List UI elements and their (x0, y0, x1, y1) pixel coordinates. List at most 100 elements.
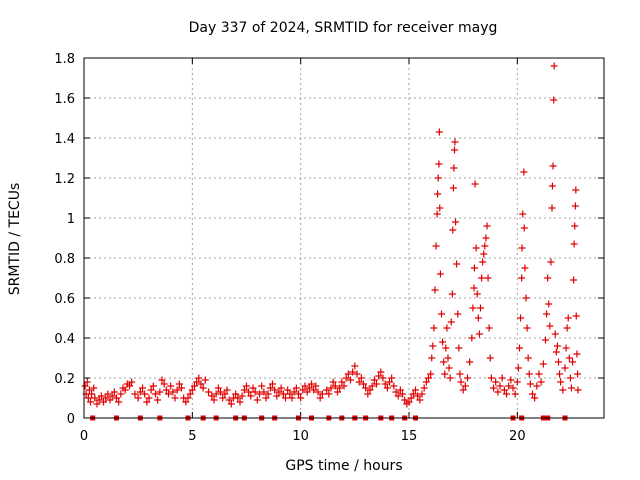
data-point (509, 384, 517, 392)
data-point (351, 362, 359, 370)
data-point (303, 388, 311, 396)
data-point (87, 398, 94, 406)
y-tick-label: 1 (67, 212, 75, 227)
data-point (439, 338, 447, 346)
data-point (555, 358, 562, 366)
data-point (449, 184, 457, 192)
data-point (513, 378, 521, 386)
data-point (456, 370, 464, 378)
data-point (524, 354, 532, 362)
data-point (251, 388, 259, 396)
data-point (91, 394, 99, 402)
data-point (503, 390, 510, 398)
data-point (247, 392, 255, 400)
data-point (182, 398, 190, 406)
data-point (284, 386, 292, 394)
x-tick-label: 5 (188, 429, 196, 444)
plot-frame (83, 57, 605, 419)
data-point (516, 344, 523, 352)
data-point (100, 398, 107, 406)
data-point (544, 274, 552, 282)
data-point (357, 374, 365, 382)
data-point (394, 392, 402, 400)
data-point (325, 390, 333, 398)
data-point (169, 388, 177, 396)
data-point (564, 314, 572, 322)
data-point (573, 350, 581, 358)
data-point (210, 396, 218, 404)
data-point (537, 378, 545, 386)
data-point (292, 384, 300, 392)
data-point (507, 376, 515, 384)
data-point (445, 364, 453, 372)
data-point (175, 380, 183, 388)
data-point (551, 330, 559, 338)
data-point (131, 390, 139, 398)
y-axis-label: SRMTID / TECUs (7, 183, 23, 296)
data-point (546, 322, 554, 330)
data-point (483, 222, 491, 230)
data-point (178, 384, 185, 392)
data-point (149, 382, 157, 390)
data-point (444, 354, 452, 362)
data-point (245, 388, 253, 396)
data-point (473, 290, 481, 298)
data-point (379, 374, 387, 382)
data-point (154, 396, 162, 404)
data-point (518, 244, 526, 252)
data-point (568, 384, 575, 392)
data-point (299, 386, 307, 394)
data-point (308, 380, 315, 388)
data-point (500, 386, 508, 394)
data-point (533, 382, 541, 390)
data-point (353, 370, 361, 378)
data-point (440, 358, 448, 366)
data-point (571, 202, 579, 210)
data-point (464, 374, 471, 382)
data-point (186, 390, 194, 398)
data-point (518, 274, 526, 282)
data-point (571, 222, 579, 230)
data-point (290, 388, 298, 396)
data-point (286, 390, 294, 398)
data-point (121, 386, 129, 394)
data-point (470, 284, 478, 292)
data-point (377, 368, 385, 376)
data-point (539, 360, 547, 368)
data-point (147, 386, 155, 394)
data-point (435, 160, 443, 168)
data-point (475, 330, 483, 338)
data-point (471, 180, 479, 188)
data-point (134, 394, 142, 402)
data-point (505, 382, 513, 390)
data-point (542, 336, 549, 344)
data-point (454, 310, 462, 318)
data-point (113, 394, 120, 402)
data-point (436, 204, 444, 212)
data-point (336, 384, 344, 392)
data-point (449, 226, 457, 234)
data-point (485, 324, 493, 332)
data-point (83, 378, 91, 386)
y-tick-label: 0.6 (54, 292, 75, 307)
data-point (126, 382, 133, 390)
data-point (277, 384, 285, 392)
data-point (173, 386, 181, 394)
data-point (482, 234, 490, 242)
data-point (201, 376, 209, 384)
data-point (106, 396, 114, 404)
data-point (360, 380, 367, 388)
data-point (331, 382, 339, 390)
data-point (514, 364, 522, 372)
data-point (128, 378, 136, 386)
data-point (416, 396, 424, 404)
data-point (338, 378, 346, 386)
axis-ticks: 0 0.2 0.4 0.6 0.8 1 1.2 1.4 1.6 1.8 0 5 10 15 20 (54, 52, 604, 444)
data-point (160, 380, 168, 388)
data-point (559, 386, 567, 394)
data-point (430, 324, 438, 332)
data-point (461, 382, 469, 390)
x-tick-label: 10 (292, 429, 309, 444)
data-point (477, 304, 484, 312)
